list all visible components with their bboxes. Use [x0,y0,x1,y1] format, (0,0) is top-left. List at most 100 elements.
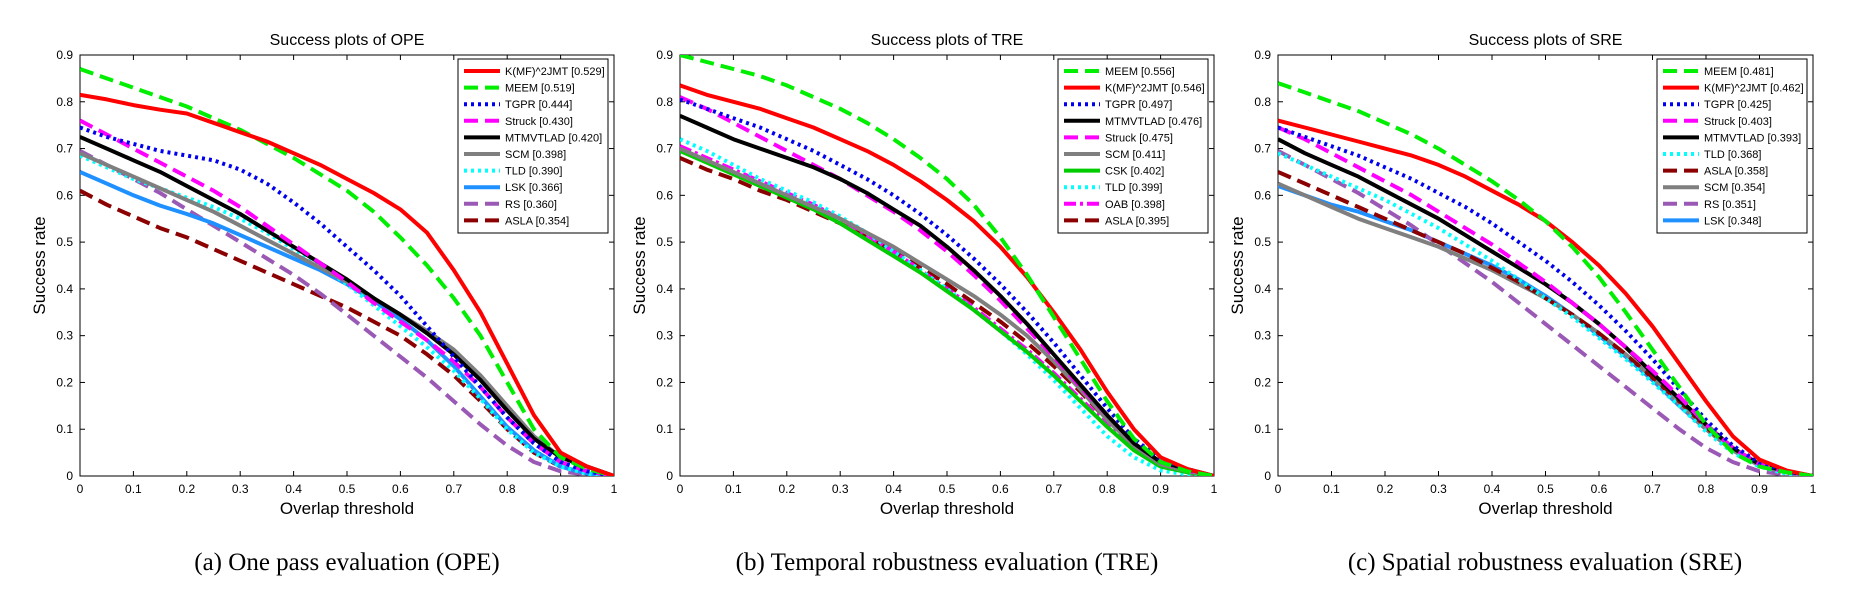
legend-entry-1: MEEM [0.556] [1105,66,1175,78]
x-axis-label: Overlap threshold [1478,499,1612,518]
y-tick-label: 0.8 [656,95,673,109]
legend: K(MF)^2JMT [0.529] MEEM [0.519] TGPR [0.44… [457,58,609,234]
legend-entry-7: ASLA [0.358] [1704,166,1768,178]
legend-entry-4: MTMVTLAD [0.476] [1105,116,1202,128]
x-tick-label: 0.8 [499,482,516,496]
legend-entry-10: ASLA [0.354] [505,215,569,227]
series-line-1 [680,55,1214,476]
x-tick-label: 0.4 [285,482,302,496]
x-tick-label: 0.7 [1644,482,1661,496]
y-axis-label: Success rate [630,216,649,314]
legend-entry-5: Struck [0.475] [1105,132,1173,144]
x-tick-label: 0.7 [445,482,462,496]
legend-entry-4: Struck [0.430] [505,116,573,128]
x-tick-label: 0.4 [885,482,902,496]
y-tick-label: 0.3 [1254,329,1271,343]
legend-entry-7: CSK [0.402] [1105,166,1164,178]
x-tick-label: 0.2 [178,482,195,496]
series-line-3 [680,97,1214,476]
legend-entry-9: RS [0.351] [1704,199,1756,211]
legend-box [1656,58,1808,234]
figure-caption-3: (c) Spatial robustness evaluation (SRE) [1348,549,1742,576]
y-tick-label: 0.2 [656,375,673,389]
legend-entry-2: K(MF)^2JMT [0.546] [1105,83,1205,95]
legend-entry-8: TLD [0.399] [1105,182,1162,194]
x-tick-label: 0.8 [1099,482,1116,496]
x-tick-label: 1 [1810,482,1817,496]
legend-box [457,58,609,234]
x-tick-label: 0.8 [1698,482,1715,496]
x-tick-label: 0.1 [725,482,742,496]
x-tick-label: 0.1 [1323,482,1340,496]
legend-entry-5: MTMVTLAD [0.393] [1704,132,1801,144]
x-tick-label: 0 [1275,482,1282,496]
y-tick-label: 0.1 [56,422,73,436]
legend-entry-2: MEEM [0.519] [505,83,575,95]
x-tick-label: 1 [1211,482,1218,496]
x-tick-label: 0.9 [1152,482,1169,496]
x-tick-label: 0 [677,482,684,496]
legend-entry-10: ASLA [0.395] [1105,215,1169,227]
x-tick-label: 0.7 [1045,482,1062,496]
y-tick-label: 0.9 [656,48,673,62]
y-tick-label: 0.5 [656,235,673,249]
legend-entry-8: SCM [0.354] [1704,182,1765,194]
y-tick-label: 0.6 [1254,188,1271,202]
y-tick-label: 0.8 [56,95,73,109]
x-tick-label: 0.9 [1751,482,1768,496]
legend-entry-6: TLD [0.368] [1704,149,1761,161]
x-tick-label: 0.9 [552,482,569,496]
y-tick-label: 0.5 [56,235,73,249]
chart-title: Success plots of TRE [871,32,1024,49]
series-group [680,55,1214,476]
legend-entry-1: MEEM [0.481] [1704,66,1774,78]
y-tick-label: 0.6 [56,188,73,202]
series-line-6 [680,146,1214,476]
series-line-7 [680,149,1214,476]
x-axis-label: Overlap threshold [280,499,414,518]
x-tick-label: 0.2 [778,482,795,496]
x-tick-label: 0.5 [939,482,956,496]
legend-entry-3: TGPR [0.425] [1704,99,1771,111]
series-line-9 [1278,149,1813,476]
y-tick-label: 0.4 [1254,282,1271,296]
legend-entry-1: K(MF)^2JMT [0.529] [505,66,605,78]
y-tick-label: 0.2 [56,375,73,389]
y-axis-label: Success rate [30,216,49,314]
x-tick-label: 0.1 [125,482,142,496]
y-tick-label: 0.4 [56,282,73,296]
series-line-4 [1278,125,1813,476]
series-line-4 [80,118,614,476]
chart-title: Success plots of OPE [270,32,425,49]
x-tick-label: 0.3 [1430,482,1447,496]
legend-entry-7: TLD [0.390] [505,166,562,178]
x-tick-label: 0.6 [992,482,1009,496]
legend-entry-3: TGPR [0.444] [505,99,572,111]
legend-entry-2: K(MF)^2JMT [0.462] [1704,83,1804,95]
y-tick-label: 0 [666,469,673,483]
y-tick-label: 0.6 [656,188,673,202]
legend-entry-6: SCM [0.398] [505,149,566,161]
series-line-4 [680,113,1214,476]
series-group [1278,81,1813,476]
y-tick-label: 0.4 [656,282,673,296]
legend: MEEM [0.481] K(MF)^2JMT [0.462] TGPR [0.42… [1656,58,1808,234]
chart-title: Success plots of SRE [1469,32,1623,49]
y-axis-label: Success rate [1228,216,1247,314]
x-axis-label: Overlap threshold [880,499,1014,518]
x-tick-label: 0.2 [1377,482,1394,496]
series-line-5 [80,135,614,476]
x-tick-label: 0.3 [832,482,849,496]
chart-panel-3: Success plots of SRE 0 0.1 0.2 0.3 0.4 0.5 0.6 0… [1228,32,1817,518]
figure-caption-2: (b) Temporal robustness evaluation (TRE) [736,549,1159,576]
y-tick-label: 0.5 [1254,235,1271,249]
figure-caption-1: (a) One pass evaluation (OPE) [194,549,499,576]
legend-entry-10: LSK [0.348] [1704,215,1762,227]
y-tick-label: 0.3 [656,329,673,343]
series-line-1 [80,92,614,476]
x-tick-label: 0.6 [1591,482,1608,496]
chart-panel-2: Success plots of TRE 0 0.1 0.2 0.3 0.4 0.5 0.6 0… [630,32,1218,518]
legend-entry-6: SCM [0.411] [1105,149,1165,161]
x-tick-label: 0.5 [339,482,356,496]
